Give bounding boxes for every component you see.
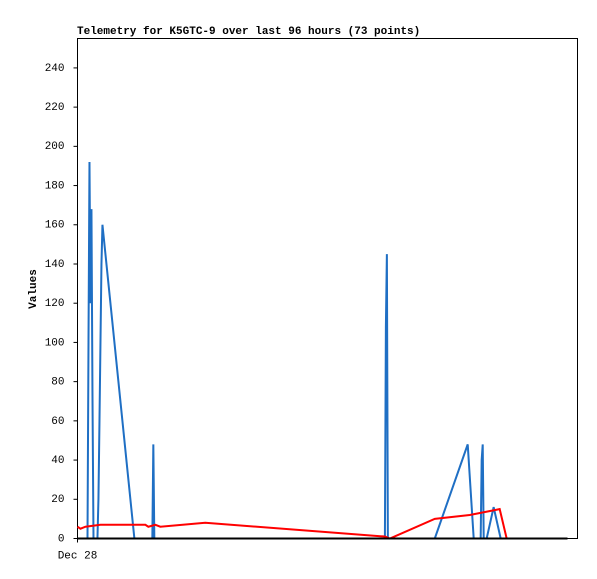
y-tick-label: 100 bbox=[45, 337, 65, 349]
y-tick-label: 20 bbox=[51, 494, 64, 506]
y-tick-label: 80 bbox=[51, 377, 64, 389]
y-axis-label: Values bbox=[28, 269, 40, 309]
chart-title: Telemetry for K5GTC-9 over last 96 hours… bbox=[77, 26, 420, 38]
y-tick-label: 140 bbox=[45, 259, 65, 271]
x-tick-label: Dec 28 bbox=[58, 550, 98, 562]
data-line bbox=[86, 162, 502, 540]
y-tick-label: 240 bbox=[45, 63, 65, 75]
y-tick-label: 220 bbox=[45, 102, 65, 114]
y-tick-label: 60 bbox=[51, 416, 64, 428]
y-tick-label: 120 bbox=[45, 298, 65, 310]
y-tick-label: 160 bbox=[45, 220, 65, 232]
data-line bbox=[76, 507, 508, 540]
y-tick-label: 0 bbox=[58, 533, 65, 545]
y-tick-label: 40 bbox=[51, 455, 64, 467]
y-tick-label: 200 bbox=[45, 141, 65, 153]
y-tick-label: 180 bbox=[45, 180, 65, 192]
